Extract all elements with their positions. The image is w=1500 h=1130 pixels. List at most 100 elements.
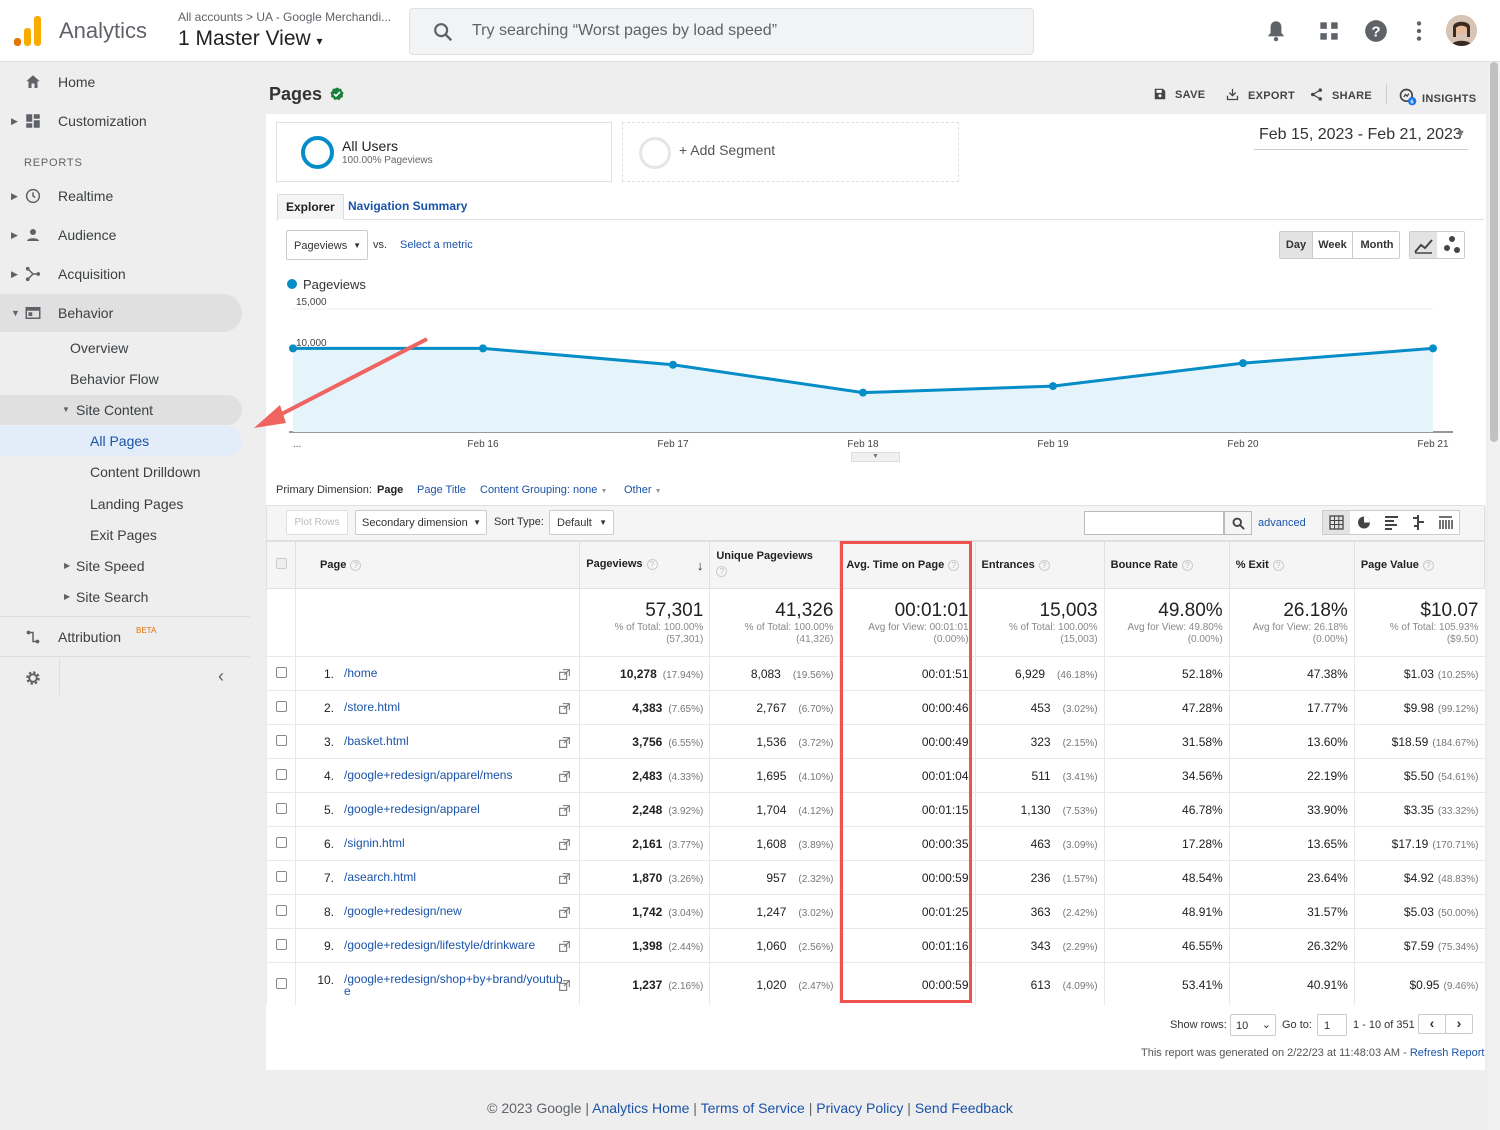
sidebar-item-site-speed[interactable]: ▶ Site Speed bbox=[0, 551, 242, 581]
export-button[interactable]: EXPORT bbox=[1225, 87, 1295, 102]
pivot-view-icon[interactable] bbox=[1432, 511, 1459, 534]
account-breadcrumb[interactable]: All accounts > UA - Google Merchandi... bbox=[178, 10, 392, 24]
show-rows-select[interactable]: 10 ⌄ bbox=[1230, 1014, 1276, 1036]
footer-link-send-feedback[interactable]: Send Feedback bbox=[914, 1100, 1013, 1116]
open-in-new-window-icon[interactable] bbox=[558, 979, 571, 992]
day-button[interactable]: Day bbox=[1280, 232, 1313, 258]
dimension-page-title[interactable]: Page Title bbox=[417, 484, 466, 496]
table-filter-search-button[interactable] bbox=[1224, 511, 1252, 535]
data-point[interactable] bbox=[479, 344, 487, 353]
col-header-avg-time-on-page[interactable]: Avg. Time on Page? bbox=[839, 541, 976, 589]
row-checkbox[interactable] bbox=[275, 836, 287, 848]
select-all-checkbox[interactable] bbox=[275, 558, 287, 569]
page-link[interactable]: /google+redesign/apparel/mens bbox=[344, 767, 513, 782]
row-checkbox[interactable] bbox=[275, 734, 287, 746]
row-checkbox[interactable] bbox=[275, 802, 287, 814]
sidebar-item-home[interactable]: Home bbox=[0, 63, 242, 101]
sidebar-item-landing-pages[interactable]: Landing Pages bbox=[0, 489, 242, 519]
open-in-new-window-icon[interactable] bbox=[558, 940, 571, 953]
tab-explorer[interactable]: Explorer bbox=[277, 194, 344, 220]
sidebar-item-all-pages[interactable]: All Pages bbox=[0, 426, 242, 456]
page-link[interactable]: /signin.html bbox=[344, 835, 405, 850]
help-icon[interactable]: ? bbox=[1363, 18, 1389, 44]
secondary-dimension-select[interactable]: Secondary dimension ▼ bbox=[355, 510, 487, 535]
row-checkbox[interactable] bbox=[275, 870, 287, 882]
table-filter-input[interactable] bbox=[1084, 511, 1224, 535]
data-point[interactable] bbox=[1239, 359, 1247, 368]
collapse-chevron-left-icon[interactable]: ‹ bbox=[218, 666, 224, 686]
tab-navigation-summary[interactable]: Navigation Summary bbox=[348, 199, 468, 213]
page-link[interactable]: /google+redesign/lifestyle/drinkware bbox=[344, 937, 536, 952]
notifications-bell-icon[interactable] bbox=[1263, 18, 1289, 44]
data-table-view-icon[interactable] bbox=[1323, 511, 1350, 534]
dimension-content-grouping[interactable]: Content Grouping: none ▼ bbox=[480, 484, 607, 496]
prev-page-button[interactable]: ‹ bbox=[1418, 1014, 1446, 1034]
col-header-page[interactable]: Page? bbox=[295, 541, 581, 589]
plot-rows-button[interactable]: Plot Rows bbox=[286, 510, 348, 535]
col-header-page-value[interactable]: Page Value? bbox=[1353, 541, 1486, 589]
segment-all-users[interactable]: All Users 100.00% Pageviews bbox=[276, 122, 612, 182]
apps-grid-icon[interactable] bbox=[1316, 18, 1342, 44]
page-link[interactable]: /asearch.html bbox=[344, 869, 417, 884]
footer-link-terms[interactable]: Terms of Service bbox=[700, 1100, 805, 1116]
col-header-unique-pageviews[interactable]: Unique Pageviews? bbox=[709, 541, 841, 589]
data-point[interactable] bbox=[669, 360, 677, 369]
line-chart-icon[interactable] bbox=[1410, 232, 1437, 258]
row-checkbox[interactable] bbox=[275, 666, 287, 678]
refresh-report-link[interactable]: Refresh Report bbox=[1409, 1047, 1485, 1059]
row-checkbox[interactable] bbox=[275, 938, 287, 950]
settings-gear-icon[interactable] bbox=[24, 669, 42, 687]
page-link[interactable]: /google+redesign/new bbox=[344, 903, 462, 918]
dimension-other[interactable]: Other ▼ bbox=[624, 484, 662, 496]
motion-chart-icon[interactable] bbox=[1438, 232, 1465, 258]
sidebar-item-content-drilldown[interactable]: Content Drilldown bbox=[0, 457, 242, 487]
page-link[interactable]: /store.html bbox=[344, 699, 401, 714]
open-in-new-window-icon[interactable] bbox=[558, 906, 571, 919]
data-point[interactable] bbox=[1429, 344, 1437, 353]
sort-type-select[interactable]: Default ▼ bbox=[549, 510, 614, 535]
advanced-filter-link[interactable]: advanced bbox=[1258, 517, 1306, 529]
row-checkbox[interactable] bbox=[275, 977, 287, 989]
comparison-view-icon[interactable] bbox=[1405, 511, 1432, 534]
next-page-button[interactable]: › bbox=[1445, 1014, 1473, 1034]
select-metric-link[interactable]: Select a metric bbox=[400, 239, 473, 251]
month-button[interactable]: Month bbox=[1360, 239, 1394, 251]
pie-view-icon[interactable] bbox=[1351, 511, 1378, 534]
data-point[interactable] bbox=[1049, 382, 1057, 391]
open-in-new-window-icon[interactable] bbox=[558, 736, 571, 749]
page-scrollbar[interactable] bbox=[1488, 62, 1500, 1130]
open-in-new-window-icon[interactable] bbox=[558, 872, 571, 885]
sidebar-item-customization[interactable]: ▶ Customization bbox=[0, 102, 242, 140]
col-header-pageviews[interactable]: Pageviews? ↓ bbox=[579, 541, 711, 589]
row-checkbox[interactable] bbox=[275, 700, 287, 712]
more-vert-icon[interactable] bbox=[1406, 18, 1432, 44]
metric-select[interactable]: Pageviews ▼ bbox=[286, 230, 368, 260]
sidebar-item-realtime[interactable]: ▶ Realtime bbox=[0, 177, 242, 215]
col-header-percent-exit[interactable]: % Exit? bbox=[1228, 541, 1355, 589]
week-button[interactable]: Week bbox=[1313, 232, 1353, 258]
dimension-page[interactable]: Page bbox=[377, 484, 404, 496]
footer-link-analytics-home[interactable]: Analytics Home bbox=[592, 1100, 690, 1116]
data-point[interactable] bbox=[289, 344, 297, 353]
page-link[interactable]: /google+redesign/shop+by+brand/youtube bbox=[344, 971, 563, 998]
sidebar-item-audience[interactable]: ▶ Audience bbox=[0, 216, 242, 254]
open-in-new-window-icon[interactable] bbox=[558, 702, 571, 715]
view-selector[interactable]: 1 Master View ▾ bbox=[178, 27, 323, 51]
page-link[interactable]: /home bbox=[344, 665, 378, 680]
open-in-new-window-icon[interactable] bbox=[558, 668, 571, 681]
page-link[interactable]: /google+redesign/apparel bbox=[344, 801, 480, 816]
row-checkbox[interactable] bbox=[275, 768, 287, 780]
date-range-picker[interactable]: Feb 15, 2023 - Feb 21, 2023 ▼ bbox=[1254, 124, 1468, 150]
page-link[interactable]: /basket.html bbox=[344, 733, 409, 748]
sidebar-item-acquisition[interactable]: ▶ Acquisition bbox=[0, 255, 242, 293]
goto-input[interactable]: 1 bbox=[1317, 1014, 1347, 1036]
chart-resize-handle[interactable]: ▼ bbox=[851, 452, 900, 462]
row-checkbox[interactable] bbox=[275, 904, 287, 916]
col-header-entrances[interactable]: Entrances? bbox=[974, 541, 1105, 589]
add-segment-button[interactable]: + Add Segment bbox=[622, 122, 959, 182]
open-in-new-window-icon[interactable] bbox=[558, 838, 571, 851]
sidebar-item-site-search[interactable]: ▶ Site Search bbox=[0, 582, 242, 612]
performance-view-icon[interactable] bbox=[1378, 511, 1405, 534]
share-button[interactable]: SHARE bbox=[1309, 87, 1372, 102]
footer-link-privacy[interactable]: Privacy Policy bbox=[816, 1100, 904, 1116]
